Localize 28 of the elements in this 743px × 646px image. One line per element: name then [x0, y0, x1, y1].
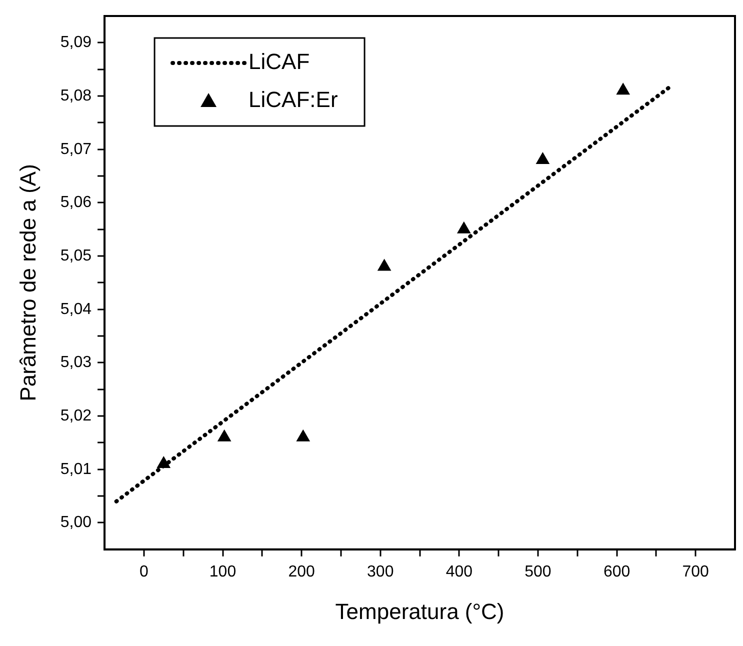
y-tick-label: 5,02 — [60, 407, 92, 424]
point — [616, 83, 630, 95]
x-tick-label: 0 — [139, 563, 148, 580]
point — [457, 222, 470, 234]
y-tick-label: 5,09 — [60, 34, 92, 52]
point — [296, 430, 310, 442]
legend-label: LiCAF — [248, 49, 310, 74]
x-tick-label: 600 — [603, 563, 630, 580]
y-tick-label: 5,03 — [60, 354, 92, 372]
y-tick-label: 5,05 — [60, 247, 92, 264]
y-tick-label: 5,04 — [60, 300, 92, 318]
y-tick-label: 5,01 — [60, 460, 92, 478]
point — [218, 430, 231, 442]
y-tick-label: 5,06 — [60, 194, 92, 212]
x-tick-label: 700 — [682, 563, 710, 580]
x-tick-label: 500 — [524, 563, 552, 580]
x-tick-label: 100 — [209, 563, 236, 580]
x-tick-label: 400 — [446, 563, 473, 580]
point — [378, 259, 391, 271]
legend-label: LiCAF:Er — [248, 87, 338, 112]
x-tick-label: 300 — [367, 563, 394, 580]
y-tick-label: 5,07 — [60, 140, 92, 158]
y-tick-label: 5,08 — [60, 87, 92, 104]
point — [536, 152, 550, 164]
x-tick-label: 200 — [288, 563, 316, 580]
y-axis-title: Parâmetro de rede a (A) — [15, 164, 40, 402]
y-tick-label: 5,00 — [60, 514, 92, 532]
x-axis-title: Temperatura (°C) — [335, 598, 504, 624]
